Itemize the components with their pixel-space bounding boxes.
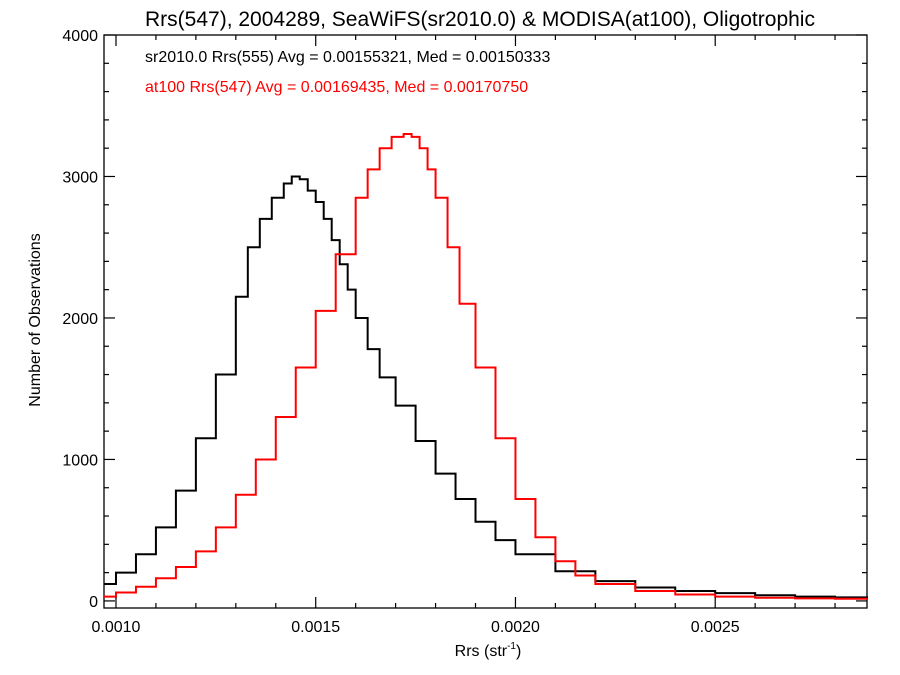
histogram-series-1 (104, 133, 868, 600)
annotation-sr2010: sr2010.0 Rrs(555) Avg = 0.00155321, Med … (145, 49, 550, 66)
chart-title: Rrs(547), 2004289, SeaWiFS(sr2010.0) & M… (145, 8, 815, 31)
y-tick-label: 1000 (62, 452, 98, 469)
y-tick-label: 0 (89, 594, 98, 611)
x-axis-ticks: 0.0010 0.0015 0.0020 0.0025 (92, 35, 836, 636)
x-axis-label-tail: ) (516, 643, 521, 660)
plot-area: 0.0010 0.0015 0.0020 0.0025 0 1000 2000 3000 40… (62, 28, 868, 636)
x-tick-label: 0.0010 (92, 619, 141, 636)
y-tick-label: 3000 (62, 169, 98, 186)
annotation-at100: at100 Rrs(547) Avg = 0.00169435, Med = 0… (145, 79, 528, 96)
y-axis-ticks: 0 1000 2000 3000 4000 (62, 28, 867, 611)
series-layer (104, 133, 868, 600)
x-tick-label: 0.0020 (491, 619, 540, 636)
y-axis-label: Number of Observations (27, 233, 44, 406)
y-tick-label: 4000 (62, 28, 98, 45)
x-axis-label-main: Rrs (str (455, 643, 508, 660)
x-axis-label: Rrs (str-1) (455, 641, 522, 660)
x-tick-label: 0.0015 (291, 619, 340, 636)
plot-frame (103, 34, 868, 609)
y-tick-label: 2000 (62, 311, 98, 328)
x-axis-label-superscript: -1 (507, 641, 516, 652)
x-tick-label: 0.0025 (691, 619, 740, 636)
